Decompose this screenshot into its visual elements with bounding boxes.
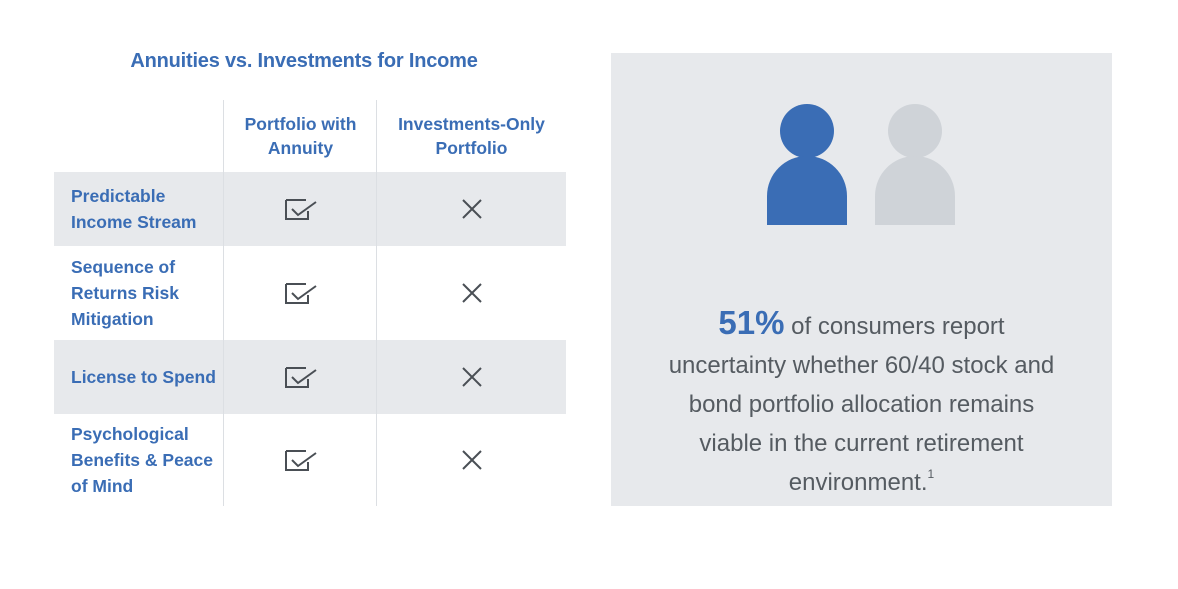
- column-header-investments-line2: Portfolio: [435, 138, 508, 158]
- x-icon: [377, 340, 566, 414]
- stat-panel: 51% of consumers report uncertainty whet…: [611, 53, 1112, 506]
- column-divider: [223, 100, 224, 506]
- footnote-marker: 1: [927, 467, 935, 481]
- check-icon: [224, 246, 377, 340]
- check-icon: [224, 172, 377, 246]
- row-label: Psychological Benefits & Peace of Mind: [71, 424, 214, 496]
- column-header-annuity-line2: Annuity: [267, 138, 334, 158]
- check-icon: [224, 340, 377, 414]
- person-gray-icon: [875, 104, 955, 225]
- x-icon: [377, 172, 566, 246]
- stat-description: of consumers report uncertainty whether …: [668, 313, 1055, 496]
- person-blue-icon: [767, 104, 847, 225]
- x-icon: [377, 246, 566, 340]
- column-divider: [376, 100, 377, 506]
- column-header-annuity: Portfolio with Annuity: [224, 100, 377, 172]
- column-header-investments-line1: Investments-Only: [398, 114, 545, 134]
- check-icon: [224, 414, 377, 506]
- table-row: Predictable Income Stream: [54, 172, 566, 246]
- people-illustration: [767, 104, 955, 225]
- table-row: License to Spend: [54, 340, 566, 414]
- row-label: License to Spend: [71, 367, 216, 387]
- x-icon: [377, 414, 566, 506]
- chart-title: Annuities vs. Investments for Income: [130, 50, 478, 72]
- stat-percent: 51%: [718, 304, 785, 341]
- column-header-annuity-line1: Portfolio with: [244, 114, 357, 134]
- row-label: Sequence of Returns Risk Mitigation: [71, 257, 179, 329]
- stat-text: 51% of consumers report uncertainty whet…: [611, 303, 1112, 502]
- table-row: Psychological Benefits & Peace of Mind: [54, 414, 566, 506]
- row-label: Predictable Income Stream: [71, 186, 197, 232]
- table-row: Sequence of Returns Risk Mitigation: [54, 246, 566, 340]
- column-header-investments: Investments-Only Portfolio: [377, 100, 566, 172]
